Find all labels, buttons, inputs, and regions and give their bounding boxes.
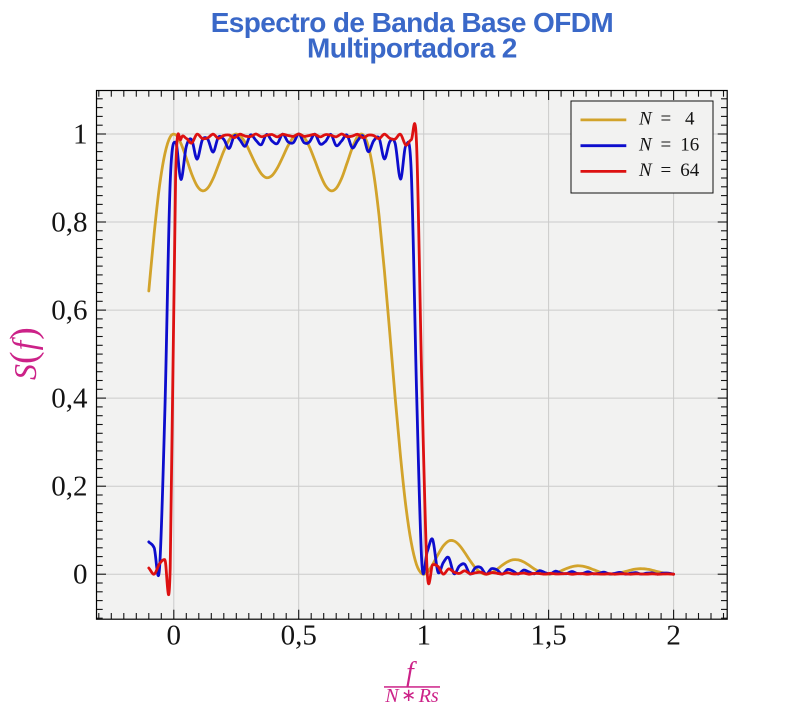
svg-text:0,4: 0,4 bbox=[51, 383, 88, 415]
svg-text:N: N bbox=[638, 109, 653, 130]
svg-text:=: = bbox=[660, 135, 671, 156]
svg-text:N: N bbox=[638, 160, 653, 181]
svg-text:2: 2 bbox=[666, 620, 681, 652]
svg-text:16: 16 bbox=[680, 135, 699, 156]
svg-text:S(f): S(f) bbox=[3, 327, 45, 380]
svg-text:N∗Rs: N ∗ Rs bbox=[384, 685, 439, 707]
svg-text:0,8: 0,8 bbox=[51, 207, 87, 239]
svg-text:0,6: 0,6 bbox=[51, 295, 87, 327]
svg-text:=: = bbox=[660, 160, 671, 181]
svg-text:=: = bbox=[660, 109, 671, 130]
svg-text:1: 1 bbox=[73, 119, 88, 151]
svg-text:1: 1 bbox=[416, 620, 431, 652]
svg-text:1,5: 1,5 bbox=[530, 620, 566, 652]
svg-text:64: 64 bbox=[680, 160, 700, 181]
svg-text:Espectro de Banda Base OFDM: Espectro de Banda Base OFDM bbox=[211, 7, 613, 38]
svg-text:0: 0 bbox=[73, 559, 88, 591]
svg-text:0: 0 bbox=[167, 620, 182, 652]
svg-text:0,5: 0,5 bbox=[281, 620, 317, 652]
svg-text:N: N bbox=[638, 135, 653, 156]
svg-text:Multiportadora 2: Multiportadora 2 bbox=[307, 33, 517, 64]
svg-text:4: 4 bbox=[685, 109, 695, 130]
svg-text:f: f bbox=[406, 656, 417, 687]
svg-text:0,2: 0,2 bbox=[51, 471, 87, 503]
